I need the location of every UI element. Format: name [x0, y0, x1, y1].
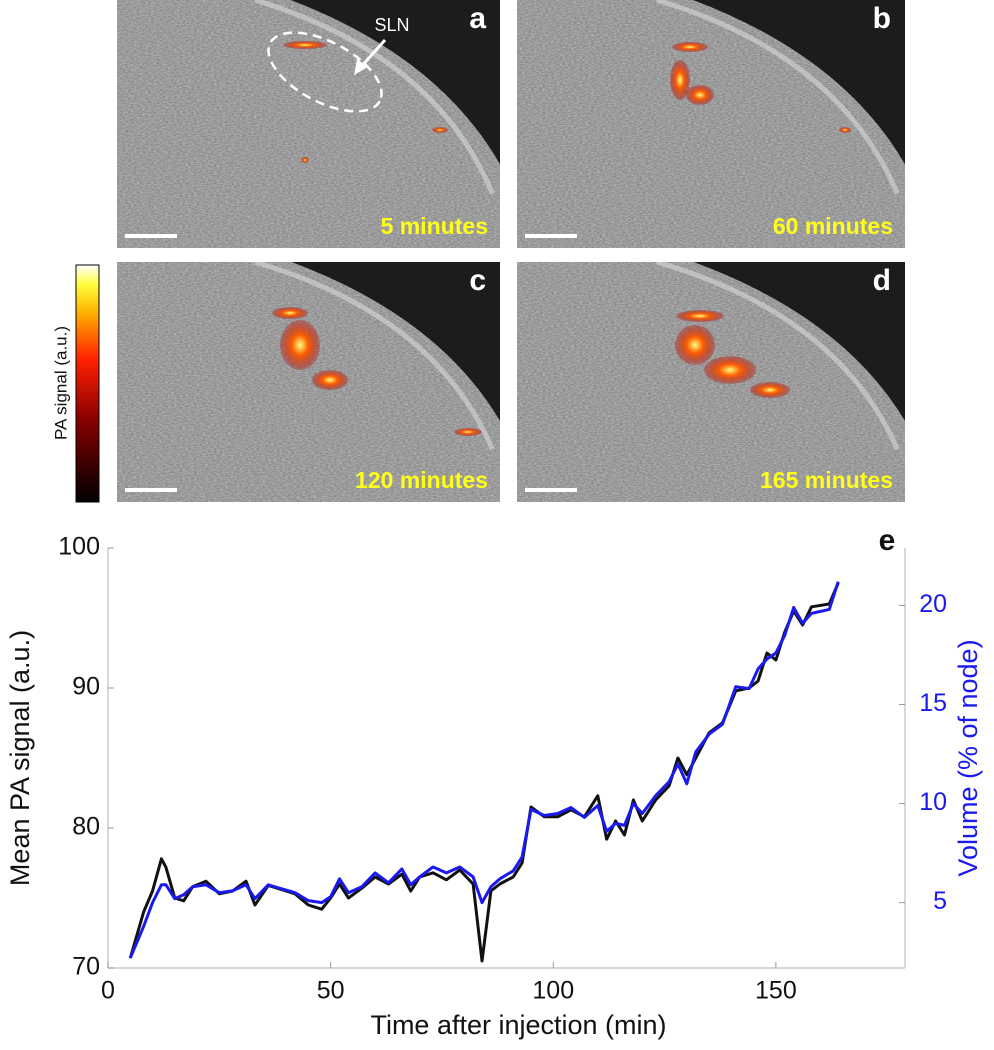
panel-letter: a	[469, 2, 486, 35]
pa-signal	[750, 382, 790, 398]
panel-letter: b	[873, 2, 891, 35]
pa-signal	[432, 127, 448, 133]
pa-signal	[839, 127, 851, 133]
pa-signal	[312, 370, 348, 390]
x-tick-label: 100	[532, 977, 574, 1005]
colorbar-label: PA signal (a.u.)	[51, 326, 70, 440]
sln-outline	[267, 31, 383, 113]
line-chart: 0 50 100 150 70 80 90 100 5 10 15 20 Time after inje…	[5, 524, 983, 1040]
panel-time: 5 minutes	[381, 213, 488, 239]
panel-content	[517, 262, 905, 502]
pa-signal	[686, 85, 714, 105]
pa-signal	[670, 60, 690, 100]
ultrasound-panel: a 5 minutes	[117, 0, 500, 248]
x-tick-label: 0	[101, 977, 115, 1005]
x-tick-label: 150	[755, 977, 797, 1005]
y-tick-label: 80	[72, 813, 100, 841]
y2-tick-label: 15	[919, 689, 947, 717]
panel-content	[117, 262, 500, 502]
y-tick-label: 90	[72, 673, 100, 701]
panel-time: 60 minutes	[773, 213, 893, 239]
panel-letter: c	[469, 264, 486, 297]
panel-letter: e	[879, 524, 896, 557]
tissue-edge	[254, 262, 495, 451]
panel-content	[517, 0, 905, 248]
tissue-edge	[254, 0, 495, 195]
y-tick-label: 100	[58, 533, 100, 561]
data-line	[128, 581, 840, 959]
pa-signal	[704, 356, 756, 384]
sln-label: SLN	[374, 15, 409, 35]
panel-letter: d	[873, 264, 891, 297]
panel-time: 165 minutes	[760, 467, 893, 493]
panel-content	[117, 0, 500, 248]
pa-signal	[675, 325, 715, 365]
pa-signal	[272, 307, 308, 319]
x-axis-label: Time after injection (min)	[370, 1010, 666, 1040]
dark-region	[290, 0, 500, 165]
pa-signal	[676, 310, 724, 322]
pa-signal	[283, 41, 327, 49]
colorbar: PA signal (a.u.)	[51, 264, 100, 503]
pa-signal	[454, 428, 482, 436]
pa-signal	[280, 320, 320, 370]
image-panels: a 5 minutes b 60 minutes c 120 minutes d 165 mi…	[117, 0, 905, 502]
colorbar-gradient	[75, 264, 100, 503]
ultrasound-panel: c 120 minutes	[117, 262, 500, 502]
x-tick-label: 50	[317, 977, 345, 1005]
pa-signal	[672, 42, 708, 52]
y2-tick-label: 20	[919, 590, 947, 618]
pa-signal	[301, 157, 309, 163]
sln-arrow	[358, 39, 387, 69]
ultrasound-panel: d 165 minutes	[517, 262, 905, 502]
dark-region	[692, 0, 905, 165]
panel-time: 120 minutes	[355, 467, 488, 493]
tissue-edge	[655, 0, 900, 195]
data-line	[128, 582, 840, 963]
sln-arrowhead	[354, 59, 368, 75]
ultrasound-panel: b 60 minutes	[517, 0, 905, 248]
tissue-edge	[655, 262, 900, 451]
y-tick-label: 70	[72, 953, 100, 981]
y2-axis-label: Volume (% of node)	[953, 639, 983, 876]
dark-region	[291, 262, 500, 422]
y2-tick-label: 10	[919, 788, 947, 816]
dark-region	[693, 262, 905, 422]
y-axis-label: Mean PA signal (a.u.)	[5, 630, 35, 886]
y2-tick-label: 5	[933, 887, 947, 915]
